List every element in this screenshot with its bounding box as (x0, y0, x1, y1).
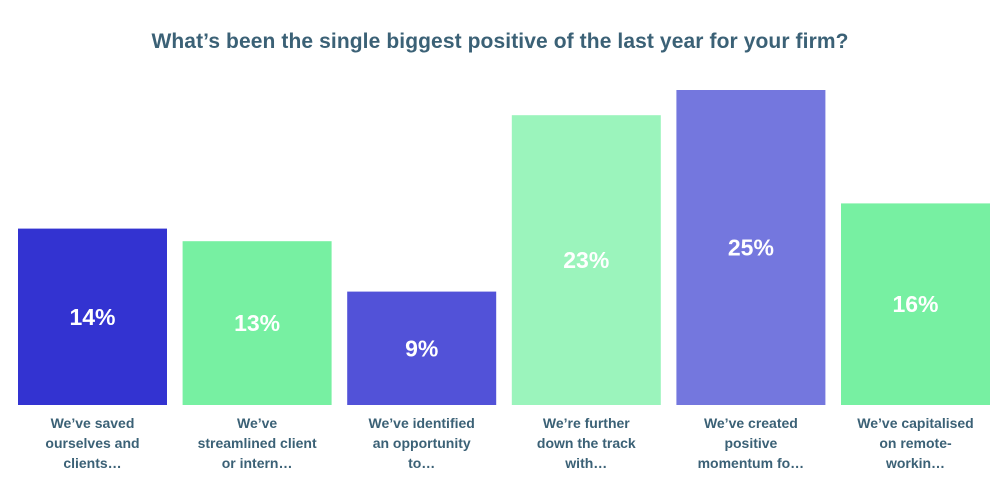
data-label-2: 13% (234, 310, 280, 336)
bar-1 (18, 228, 167, 405)
bar-3 (347, 291, 497, 405)
data-label-1: 14% (69, 304, 115, 330)
category-label-6: We’ve capitalised on remote-workin… (857, 415, 974, 471)
bar-6 (841, 203, 990, 405)
category-label-2: We’ve streamlined client or intern… (197, 415, 317, 471)
data-label-3: 9% (405, 335, 438, 361)
category-label-3: We’ve identified an opportunity to… (368, 415, 475, 471)
category-label-1: We’ve saved ourselves and clients… (45, 415, 140, 471)
category-label-5: We’ve created positive momentum fo… (697, 415, 805, 471)
bar-2 (182, 241, 332, 405)
data-label-5: 25% (728, 235, 774, 261)
bar-5 (676, 90, 826, 405)
data-label-4: 23% (563, 247, 609, 273)
category-label-4: We’re further down the track with… (536, 415, 636, 471)
data-label-6: 16% (892, 291, 938, 317)
chart-title: What’s been the single biggest positive … (151, 30, 849, 53)
bar-4 (511, 115, 661, 405)
